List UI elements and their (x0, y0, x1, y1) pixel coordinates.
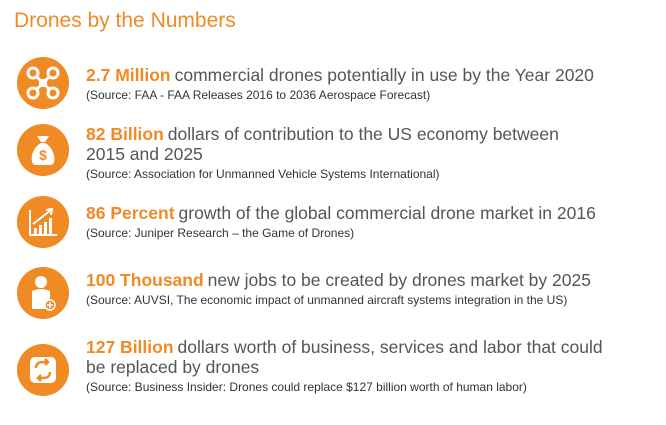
stat-source: (Source: FAA - FAA Releases 2016 to 2036… (86, 88, 431, 102)
stat-text: dollars of contribution to the US econom… (167, 124, 559, 144)
stat-text: new jobs to be created by drones market … (207, 270, 591, 290)
stat-source: (Source: AUVSI, The economic impact of u… (86, 293, 568, 307)
page-title: Drones by the Numbers (14, 9, 236, 32)
stat-line: 2015 and 2025 (86, 144, 661, 164)
stat-item: 2.7 Million commercial drones potentially… (86, 65, 661, 102)
stat-line: 127 Billion dollars worth of business, se… (86, 337, 661, 357)
stat-highlight: 100 Thousand (86, 270, 204, 290)
stat-text: 2015 and 2025 (86, 144, 203, 164)
stat-text: commercial drones potentially in use by … (174, 65, 594, 85)
stat-highlight: 82 Billion (86, 124, 164, 144)
stat-text: be replaced by drones (86, 357, 260, 377)
growth-chart-icon (17, 196, 69, 248)
stat-line: be replaced by drones (86, 357, 661, 377)
stat-line: 100 Thousand new jobs to be created by dr… (86, 270, 661, 290)
stat-item: 100 Thousand new jobs to be created by dr… (86, 270, 661, 307)
stat-source: (Source: Business Insider: Drones could … (86, 380, 527, 394)
svg-text:$: $ (39, 147, 47, 163)
stat-line: 86 Percent growth of the global commercia… (86, 203, 661, 223)
drone-icon (17, 57, 69, 109)
stat-line: 82 Billion dollars of contribution to the… (86, 124, 661, 144)
stat-item: 127 Billion dollars worth of business, se… (86, 337, 661, 394)
stat-text: dollars worth of business, services and … (177, 337, 603, 357)
stat-text: growth of the global commercial drone ma… (178, 203, 596, 223)
replace-icon (17, 344, 69, 396)
stat-highlight: 86 Percent (86, 203, 175, 223)
stat-line: 2.7 Million commercial drones potentially… (86, 65, 661, 85)
stat-highlight: 127 Billion (86, 337, 174, 357)
stat-source: (Source: Juniper Research – the Game of … (86, 226, 355, 240)
stat-source: (Source: Association for Unmanned Vehicl… (86, 167, 440, 181)
money-bag-icon: $ (17, 124, 69, 176)
stat-item: 86 Percent growth of the global commercia… (86, 203, 661, 240)
stat-highlight: 2.7 Million (86, 65, 171, 85)
stat-item: 82 Billion dollars of contribution to the… (86, 124, 661, 181)
person-icon (17, 267, 69, 319)
